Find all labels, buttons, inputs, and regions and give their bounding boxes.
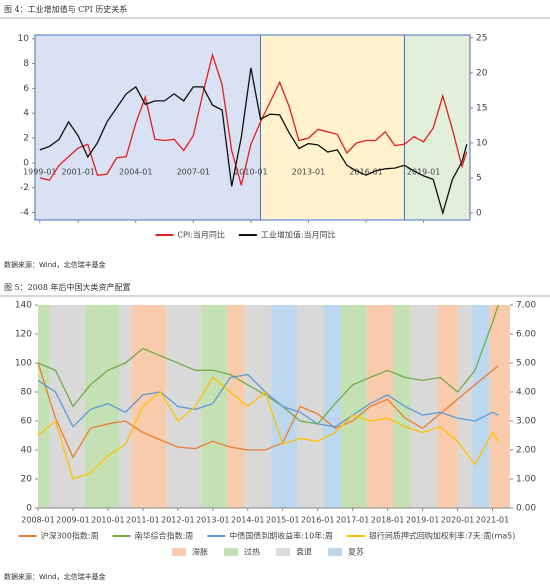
x-tick-label: 2007-01 bbox=[177, 168, 210, 177]
y-tick-label: 8 bbox=[23, 59, 29, 69]
x-tick-label: 2020-01 bbox=[441, 516, 474, 525]
x-tick-label: 2009-01 bbox=[56, 516, 89, 525]
region bbox=[227, 305, 245, 508]
x-tick-label: 2004-01 bbox=[119, 168, 152, 177]
x-tick-label: 2013-01 bbox=[292, 168, 325, 177]
y-tick-label: 60 bbox=[21, 417, 33, 427]
y2-tick-label: 3.00 bbox=[516, 417, 536, 427]
legend-label: 中债国债到期收益率:10年:周 bbox=[229, 531, 333, 541]
region bbox=[489, 305, 510, 508]
x-tick-label: 2011-01 bbox=[126, 516, 159, 525]
x-tick-label: 2018-01 bbox=[371, 516, 404, 525]
x-tick-label: 2021-01 bbox=[476, 516, 509, 525]
x-tick-label: 2016-01 bbox=[301, 516, 334, 525]
y2-tick-label: 5.00 bbox=[516, 359, 536, 369]
legend-label: 银行间质押式回购加权利率:7天:周(ma5) bbox=[369, 531, 516, 541]
y-tick-label: 40 bbox=[21, 446, 33, 456]
y2-tick-label: 2.00 bbox=[516, 446, 536, 456]
region bbox=[393, 305, 411, 508]
series-line bbox=[39, 67, 468, 216]
legend-label: 滞胀 bbox=[192, 547, 208, 557]
chart-title: 图 5：2008 年后中国大类资产配置 bbox=[4, 282, 131, 292]
y2-tick-label: 15 bbox=[476, 103, 487, 113]
legend-swatch bbox=[328, 548, 342, 556]
legend-label: 衰退 bbox=[296, 547, 312, 557]
x-tick-label: 2016-01 bbox=[349, 168, 382, 177]
y-tick-label: 10 bbox=[18, 34, 30, 44]
y-tick-label: 120 bbox=[15, 330, 32, 340]
region bbox=[437, 305, 458, 508]
y-tick-label: 0 bbox=[26, 504, 32, 514]
legend-swatch bbox=[172, 548, 186, 556]
legend-swatch bbox=[276, 548, 290, 556]
x-tick-label: 2014-01 bbox=[231, 516, 264, 525]
legend-label: 工业增加值:当月同比 bbox=[261, 230, 336, 240]
region bbox=[131, 305, 167, 508]
legend-label: 过热 bbox=[244, 547, 260, 557]
y-tick-label: 2 bbox=[23, 134, 29, 144]
legend-label: CPI:当月同比 bbox=[177, 230, 224, 240]
y2-tick-label: 25 bbox=[476, 33, 487, 43]
x-tick-label: 2008-01 bbox=[21, 516, 54, 525]
x-tick-label: 2012-01 bbox=[161, 516, 194, 525]
region bbox=[403, 34, 471, 221]
source: 数据来源：Wind，北信瑞丰基金 bbox=[4, 572, 106, 581]
region bbox=[341, 305, 368, 508]
x-tick-label: 2019-01 bbox=[406, 516, 439, 525]
y-tick-label: -4 bbox=[20, 208, 29, 218]
region bbox=[472, 305, 490, 508]
y2-tick-label: 4.00 bbox=[516, 388, 536, 398]
y-tick-label: 0 bbox=[23, 158, 29, 168]
x-tick-label: 2013-01 bbox=[196, 516, 229, 525]
series-line bbox=[37, 362, 499, 459]
y-tick-label: 80 bbox=[21, 388, 33, 398]
region bbox=[244, 305, 272, 508]
region bbox=[410, 305, 438, 508]
x-tick-label: 2015-01 bbox=[266, 516, 299, 525]
y2-tick-label: 20 bbox=[476, 68, 488, 78]
y-tick-label: 100 bbox=[15, 359, 32, 369]
region bbox=[34, 34, 261, 221]
region bbox=[49, 305, 85, 508]
x-tick-label: 2010-01 bbox=[234, 168, 267, 177]
legend-label: 沪深300指数:周 bbox=[41, 531, 99, 541]
legend-label: 复苏 bbox=[348, 547, 364, 557]
chart-title: 图 4：工业增加值与 CPI 历史关系 bbox=[4, 4, 127, 14]
region bbox=[119, 305, 132, 508]
y-tick-label: -2 bbox=[20, 183, 29, 193]
y-tick-label: 4 bbox=[23, 109, 29, 119]
series-line bbox=[37, 376, 499, 480]
y-tick-label: 20 bbox=[21, 475, 33, 485]
y2-tick-label: 0 bbox=[476, 208, 482, 218]
x-tick-label: 2017-01 bbox=[336, 516, 369, 525]
y2-tick-label: 0.00 bbox=[516, 504, 536, 514]
series-line bbox=[37, 304, 499, 425]
series-line bbox=[37, 373, 499, 428]
x-tick-label: 2001-01 bbox=[61, 168, 94, 177]
x-tick-label: 1999-01 bbox=[23, 168, 56, 177]
y-tick-label: 140 bbox=[15, 301, 32, 311]
y2-tick-label: 5 bbox=[476, 173, 482, 183]
region bbox=[457, 305, 473, 508]
region bbox=[259, 34, 405, 221]
y2-tick-label: 7.00 bbox=[516, 301, 536, 311]
legend-label: 南华综合指数:周 bbox=[135, 531, 194, 541]
y2-tick-label: 1.00 bbox=[516, 475, 536, 485]
x-tick-label: 2010-01 bbox=[91, 516, 124, 525]
x-tick-label: 2019-01 bbox=[407, 168, 440, 177]
region bbox=[38, 305, 50, 508]
source: 数据来源：Wind，北信瑞丰基金 bbox=[4, 260, 106, 269]
y2-tick-label: 10 bbox=[476, 138, 488, 148]
legend-swatch bbox=[224, 548, 238, 556]
y2-tick-label: 6.00 bbox=[516, 330, 536, 340]
y-tick-label: 6 bbox=[23, 84, 29, 94]
series-line bbox=[39, 52, 468, 186]
